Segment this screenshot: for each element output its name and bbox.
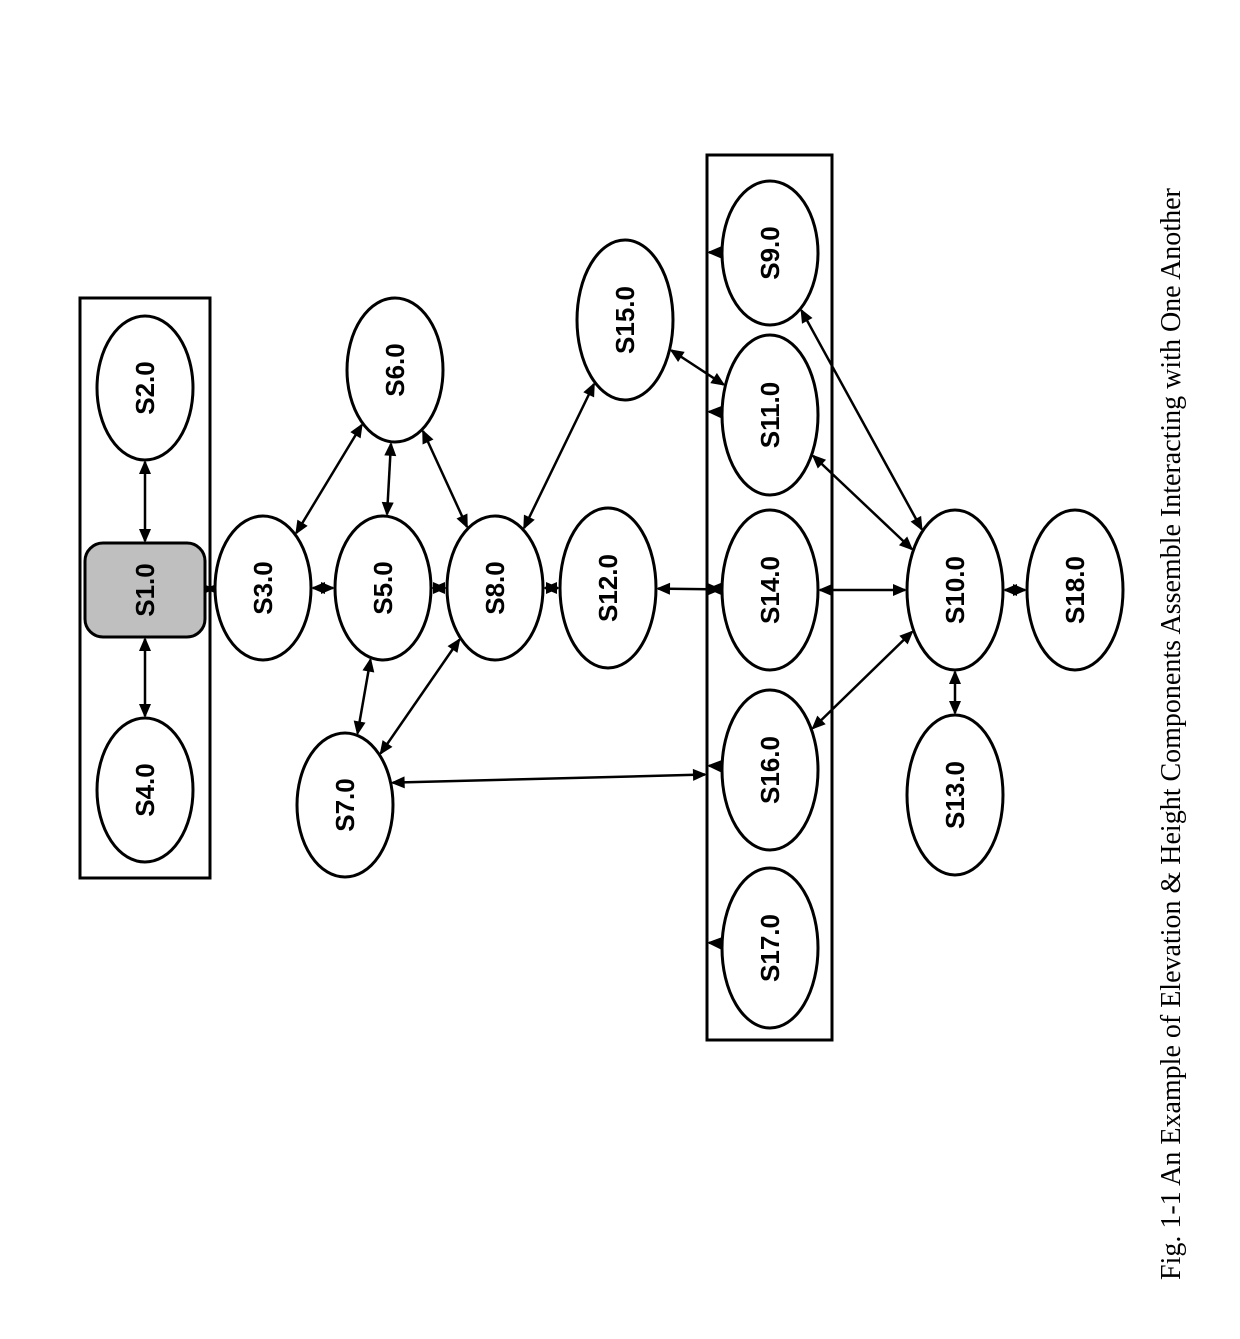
node-label: S5.0 [368, 561, 398, 615]
node-label: S8.0 [480, 561, 510, 615]
node-label: S7.0 [330, 778, 360, 832]
node-S2: S2.0 [97, 316, 193, 460]
node-label: S10.0 [940, 556, 970, 624]
node-S13: S13.0 [907, 715, 1003, 875]
edge [949, 670, 961, 715]
node-label: S11.0 [755, 382, 785, 449]
node-label: S15.0 [610, 286, 640, 354]
edge [1003, 584, 1027, 596]
node-S7: S7.0 [297, 733, 393, 877]
node-label: S1.0 [130, 563, 160, 617]
node-label: S14.0 [755, 556, 785, 624]
edge [391, 769, 707, 788]
node-label: S3.0 [248, 561, 278, 615]
edge [382, 442, 397, 516]
node-S10: S10.0 [907, 510, 1003, 670]
diagram-canvas: S1.0 S2.0 S3.0 S4.0 S5.0 S6.0 S7.0 S8.0 S9.0 S10.… [0, 0, 1240, 1339]
node-label: S9.0 [755, 226, 785, 280]
node-S8: S8.0 [447, 516, 543, 660]
node-S5: S5.0 [335, 516, 431, 660]
node-S11: S11.0 [722, 335, 818, 495]
node-label: S12.0 [593, 554, 623, 622]
node-label: S13.0 [940, 761, 970, 829]
node-label: S16.0 [755, 736, 785, 804]
edge [139, 637, 151, 718]
node-S1: S1.0 [85, 543, 205, 637]
edge [523, 382, 595, 530]
node-label: S4.0 [130, 763, 160, 817]
node-S9: S9.0 [722, 181, 818, 325]
edge [295, 423, 362, 534]
node-label: S18.0 [1060, 556, 1090, 624]
node-S15: S15.0 [577, 240, 673, 400]
edge [354, 658, 375, 736]
edge [670, 349, 726, 385]
node-label: S2.0 [130, 361, 160, 415]
node-label: S17.0 [755, 914, 785, 982]
node-S17: S17.0 [722, 868, 818, 1028]
node-S6: S6.0 [347, 298, 443, 442]
edge [812, 454, 914, 550]
edge [139, 460, 151, 543]
node-S4: S4.0 [97, 718, 193, 862]
node-S3: S3.0 [215, 516, 311, 660]
edge [543, 582, 560, 594]
figure-caption: Fig. 1-1 An Example of Elevation & Heigh… [1156, 188, 1187, 1280]
node-S18: S18.0 [1027, 510, 1123, 670]
node-S12: S12.0 [560, 508, 656, 668]
edge [811, 630, 913, 729]
edge [431, 582, 447, 594]
nodes-layer: S1.0 S2.0 S3.0 S4.0 S5.0 S6.0 S7.0 S8.0 S9.0 S10.… [85, 181, 1123, 1028]
edge [311, 582, 335, 594]
node-S16: S16.0 [722, 690, 818, 850]
node-label: S6.0 [380, 343, 410, 397]
node-S14: S14.0 [722, 510, 818, 670]
edge [422, 429, 468, 528]
